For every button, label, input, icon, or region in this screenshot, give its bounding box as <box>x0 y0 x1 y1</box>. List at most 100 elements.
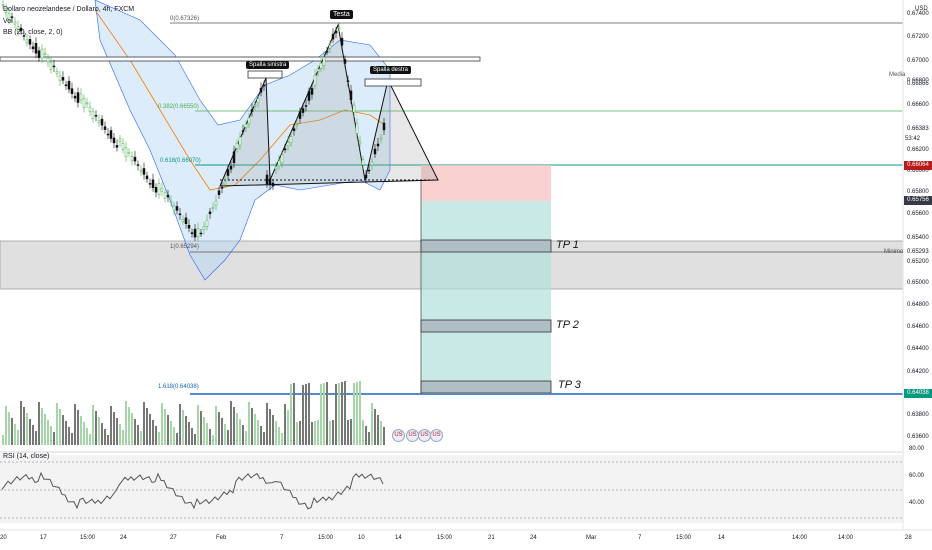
volume-bar <box>257 420 259 445</box>
resistance-zone[interactable] <box>0 56 481 62</box>
head-shoulders-pattern[interactable] <box>219 23 439 187</box>
volume-bar <box>266 403 268 445</box>
volume-bar <box>80 416 82 445</box>
candle-body <box>340 37 344 46</box>
time-tick-label: 14:00 <box>792 535 808 541</box>
candle-body <box>337 26 341 29</box>
left-shoulder-label[interactable]: Spalla sinistra <box>246 61 290 69</box>
candle-body <box>268 178 272 186</box>
head-label[interactable]: Testa <box>330 10 353 19</box>
price-axis[interactable] <box>903 0 932 550</box>
candle-body <box>334 30 338 34</box>
bb-legend[interactable]: BB (20, close, 2, 0) <box>3 29 63 36</box>
candle-body <box>10 16 14 18</box>
volume-bar <box>329 421 331 445</box>
rsi-pane <box>0 455 903 523</box>
price-tick-label: 0.63600 <box>907 434 929 440</box>
candle-body <box>229 165 233 170</box>
candle-body <box>19 27 23 32</box>
candle-body <box>109 130 113 139</box>
time-tick-label: Feb <box>216 535 227 541</box>
candle-body <box>61 77 65 81</box>
price-tick-label: 0.65800 <box>907 189 929 195</box>
volume-bar <box>359 381 361 445</box>
volume-bar <box>251 408 253 445</box>
time-tick-label: 15:00 <box>80 535 96 541</box>
volume-bar <box>128 407 130 445</box>
tp1-box[interactable] <box>420 239 552 253</box>
candle-body <box>178 213 182 216</box>
time-axis[interactable] <box>0 530 932 550</box>
candle-body <box>43 53 47 55</box>
volume-bar <box>140 431 142 445</box>
volume-bar <box>92 405 94 445</box>
candle-body <box>148 183 152 185</box>
candle-body <box>55 71 59 74</box>
fib-price-badge[interactable]: 0.64038 <box>904 389 932 398</box>
volume-bar <box>119 424 121 445</box>
volume-bar <box>152 420 154 445</box>
rsi-legend[interactable]: RSI (14, close) <box>3 453 50 460</box>
current-price-badge[interactable]: 0.66064 <box>904 161 932 170</box>
candle-body <box>31 46 35 50</box>
candle-body <box>253 104 257 107</box>
bollinger-band-cloud[interactable] <box>94 0 391 281</box>
candle-body <box>151 179 155 189</box>
volume-bar <box>368 432 370 445</box>
tp2-box[interactable] <box>420 319 552 333</box>
candle-body <box>301 108 305 113</box>
candle-body <box>169 201 173 203</box>
price-tick-label: 0.64600 <box>907 324 929 330</box>
volume-bar <box>167 415 169 445</box>
time-tick-label: 17 <box>40 535 47 541</box>
left-shoulder-box[interactable] <box>247 70 283 79</box>
event-flag-us[interactable]: US <box>392 429 405 442</box>
volume-bar <box>83 422 85 445</box>
volume-legend[interactable]: Vol <box>3 18 13 25</box>
right-shoulder-label[interactable]: Spalla destra <box>370 66 412 74</box>
price-candles[interactable] <box>1 0 386 242</box>
candle-body <box>70 88 74 94</box>
volume-bar <box>194 434 196 445</box>
candle-body <box>361 159 365 166</box>
volume-bar <box>314 421 316 445</box>
stop-price-badge[interactable]: 0.65756 <box>904 196 932 205</box>
volume-bar <box>8 412 10 445</box>
time-tick-label: 28 <box>905 535 912 541</box>
candle-body <box>157 183 161 195</box>
candle-body <box>211 207 215 209</box>
price-tick-label: 0.66000 <box>907 168 929 174</box>
price-tick-label: 0.66383 <box>907 126 929 132</box>
event-flag-us[interactable]: US <box>430 429 443 442</box>
take-profit-area[interactable] <box>421 201 551 394</box>
volume-bar <box>137 425 139 445</box>
tp2-label[interactable]: TP 2 <box>556 319 579 331</box>
tp3-box[interactable] <box>420 380 552 394</box>
symbol-title[interactable]: Dollaro neozelandese / Dollaro, 4h, FXCM <box>3 6 135 13</box>
stop-loss-area[interactable] <box>421 165 551 201</box>
candle-body <box>316 69 320 72</box>
time-tick-label: 15:00 <box>676 535 692 541</box>
volume-bar <box>332 420 334 445</box>
price-tick-label: 0.65600 <box>907 211 929 217</box>
tp3-label[interactable]: TP 3 <box>558 379 581 391</box>
volume-bar <box>125 401 127 445</box>
candle-body <box>103 126 107 130</box>
volume-bar <box>74 404 76 445</box>
candle-body <box>346 80 350 82</box>
volume-bar <box>20 401 22 445</box>
volume-bar <box>227 430 229 445</box>
volume-bar <box>383 427 385 445</box>
price-tick-label: 0.66600 <box>907 102 929 108</box>
volume-bar <box>245 431 247 445</box>
volume-bar <box>299 421 301 445</box>
candle-body <box>364 174 368 179</box>
candle-body <box>28 39 32 45</box>
candle-body <box>238 136 242 146</box>
volume-bar <box>122 430 124 445</box>
candle-body <box>244 123 248 128</box>
right-shoulder-box[interactable] <box>364 78 422 87</box>
tp1-label[interactable]: TP 1 <box>556 239 579 251</box>
price-tick-label: 0.63800 <box>907 412 929 418</box>
